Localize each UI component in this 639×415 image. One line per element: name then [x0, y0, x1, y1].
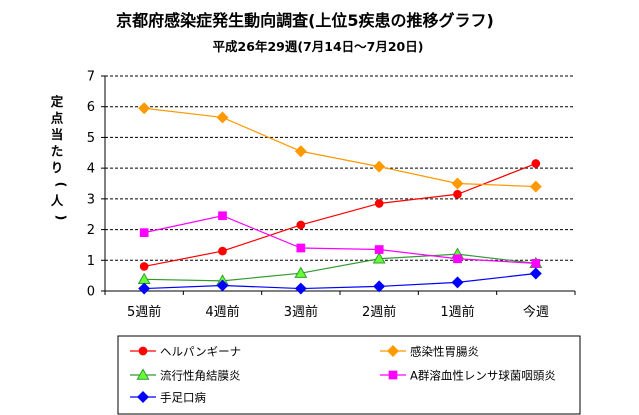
- data-point: [294, 145, 307, 158]
- legend-marker: [138, 346, 148, 356]
- data-point: [531, 159, 541, 168]
- x-tick-label: 今週: [523, 304, 549, 320]
- data-point: [529, 180, 542, 193]
- data-point: [139, 262, 149, 271]
- data-point: [216, 279, 229, 292]
- data-point: [374, 245, 384, 254]
- y-tick-label: 1: [87, 254, 95, 269]
- y-tick-label: 6: [87, 100, 95, 115]
- data-point: [296, 243, 306, 253]
- y-axis-label-char: り: [51, 160, 64, 175]
- data-point: [294, 282, 307, 295]
- data-point: [296, 220, 306, 230]
- data-point: [139, 228, 149, 237]
- data-point: [451, 276, 464, 289]
- series-3: [139, 211, 541, 268]
- y-axis-label-char: 定: [50, 94, 64, 109]
- y-tick-label: 5: [87, 131, 95, 146]
- data-point: [218, 211, 227, 221]
- legend-label: 手足口病: [160, 391, 206, 405]
- y-axis-label-char: た: [51, 144, 64, 159]
- legend-marker: [388, 370, 398, 380]
- y-tick-label: 0: [87, 285, 95, 300]
- data-point: [138, 102, 151, 115]
- data-point: [372, 252, 386, 264]
- x-tick-label: 3週前: [284, 304, 318, 320]
- legend-item: A群溶血性レンサ球菌咽頭炎: [380, 369, 556, 383]
- x-tick-label: 4週前: [205, 304, 239, 320]
- series-1: [138, 102, 542, 193]
- y-axis-label-char: (: [54, 182, 69, 188]
- y-axis-label-char: 人: [51, 193, 64, 208]
- legend-label: 感染性胃腸炎: [410, 345, 479, 359]
- chart-title: 京都府感染症発生動向調査(上位5疾患の推移グラフ): [116, 11, 494, 30]
- data-point: [373, 160, 386, 173]
- y-tick-label: 4: [87, 162, 95, 177]
- data-point: [374, 199, 384, 208]
- plot-area: 0 1 2 3 4 5 6 7 5週前 4週前 3週前 2週前 1週前 今週: [87, 70, 576, 320]
- y-axis-label-char: ): [54, 215, 69, 221]
- x-tick-label: 5週前: [127, 304, 161, 320]
- data-point: [137, 272, 151, 285]
- chart-subtitle: 平成26年29週(7月14日～7月20日): [213, 39, 424, 54]
- data-point: [451, 177, 464, 190]
- y-tick-label: 3: [87, 192, 95, 207]
- legend-label: 流行性角結膜炎: [160, 369, 241, 383]
- legend-frame: [117, 335, 581, 415]
- y-tick-label: 7: [87, 70, 95, 85]
- series-line: [144, 107, 536, 188]
- data-point: [294, 266, 308, 278]
- series-line: [144, 272, 536, 290]
- data-point: [453, 254, 462, 264]
- x-tick-label: 1週前: [440, 304, 474, 320]
- data-point: [453, 189, 462, 199]
- data-point: [218, 246, 227, 256]
- series-line: [144, 162, 537, 268]
- series-0: [139, 159, 541, 271]
- series-line: [144, 253, 536, 282]
- legend-item: 流行性角結膜炎: [130, 368, 241, 383]
- series-line: [144, 215, 536, 264]
- legend-marker: [387, 345, 399, 357]
- data-point: [531, 259, 541, 268]
- legend-label: A群溶血性レンサ球菌咽頭炎: [410, 369, 556, 383]
- data-point: [216, 111, 229, 124]
- data-point: [529, 267, 542, 280]
- legend-marker: [136, 368, 150, 380]
- y-tick-label: 2: [87, 223, 95, 238]
- legend-marker: [137, 391, 149, 403]
- legend-label: ヘルパンギーナ: [160, 345, 241, 359]
- legend-item: 感染性胃腸炎: [380, 345, 479, 359]
- series-4: [138, 267, 542, 295]
- x-tick-label: 2週前: [362, 304, 396, 320]
- legend-item: ヘルパンギーナ: [130, 345, 241, 359]
- y-axis-label-char: 点: [51, 111, 64, 126]
- data-point: [138, 282, 151, 295]
- data-point: [373, 280, 386, 293]
- y-axis-label-char: 当: [51, 127, 64, 142]
- legend-item: 手足口病: [130, 391, 206, 405]
